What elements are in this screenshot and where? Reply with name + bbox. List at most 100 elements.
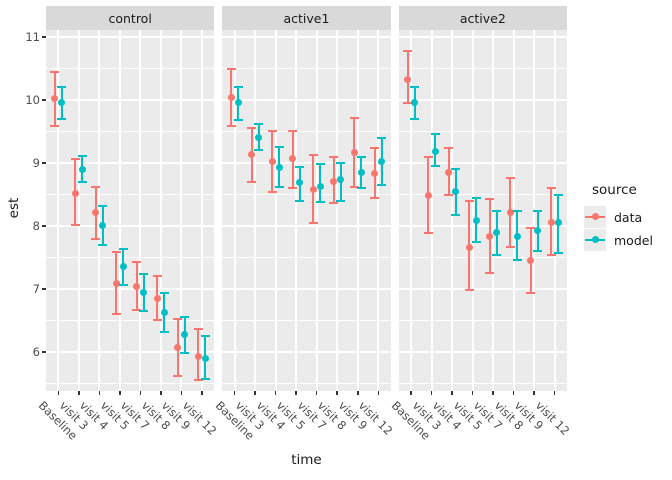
gridline-minor xyxy=(398,193,567,195)
gridline-minor xyxy=(46,67,215,69)
errorbar-cap-bottom xyxy=(288,187,298,190)
point-dot xyxy=(316,183,324,191)
gridline-minor xyxy=(398,130,567,132)
x-tick-mark xyxy=(180,391,183,395)
gridline-major xyxy=(46,35,215,38)
panel-background xyxy=(222,30,391,391)
y-tick-label: 8 xyxy=(32,218,40,233)
gridline-major xyxy=(46,287,215,290)
errorbar-cap-bottom xyxy=(349,185,359,188)
errorbar-cap-top xyxy=(139,273,149,276)
point-dot xyxy=(378,158,386,166)
gridline-vertical xyxy=(139,30,142,391)
x-tick-mark xyxy=(139,391,142,395)
y-tick-label: 11 xyxy=(25,29,40,44)
errorbar-cap-top xyxy=(50,70,60,73)
errorbar-cap-top xyxy=(111,251,121,254)
point-dot xyxy=(431,148,439,156)
gridline-vertical xyxy=(410,30,412,391)
point-dot xyxy=(330,177,338,185)
point-dot xyxy=(99,222,107,230)
errorbar-cap-bottom xyxy=(329,202,339,205)
errorbar-cap-bottom xyxy=(180,352,190,355)
legend-label-data: data xyxy=(614,209,643,225)
gridline-vertical xyxy=(77,30,80,391)
gridline-major xyxy=(46,350,215,353)
errorbar-cap-top xyxy=(505,177,515,180)
point-dot xyxy=(289,155,297,163)
x-axis-title: time xyxy=(291,452,322,468)
errorbar-cap-bottom xyxy=(336,199,346,202)
gridline-vertical xyxy=(200,30,203,391)
point-dot xyxy=(268,158,276,166)
errorbar-cap-top xyxy=(254,122,264,125)
errorbar-cap-bottom xyxy=(254,149,264,152)
errorbar-cap-bottom xyxy=(471,240,481,243)
panel-background xyxy=(46,30,215,391)
gridline-major xyxy=(398,98,567,101)
errorbar-cap-bottom xyxy=(173,374,183,377)
x-tick-mark xyxy=(377,391,380,395)
y-tick-label: 7 xyxy=(32,281,40,296)
legend: source data model xyxy=(584,182,672,252)
x-tick-mark xyxy=(201,391,203,395)
errorbar-cap-top xyxy=(485,198,495,201)
errorbar-cap-bottom xyxy=(118,284,128,287)
gridline-major xyxy=(398,287,567,290)
errorbar-cap-top xyxy=(274,146,284,149)
y-tick-label: 9 xyxy=(32,155,40,170)
gridline-vertical xyxy=(315,30,318,391)
errorbar-cap-bottom xyxy=(139,309,149,312)
errorbar-cap-top xyxy=(295,166,305,169)
errorbar-cap-bottom xyxy=(315,200,325,203)
gridline-minor xyxy=(398,319,567,321)
y-tick-mark xyxy=(42,225,46,227)
errorbar-cap-bottom xyxy=(132,309,142,312)
gridline-major xyxy=(222,98,391,101)
errorbar-cap-top xyxy=(471,197,481,200)
x-tick-mark xyxy=(233,391,236,395)
y-tick-label: 10 xyxy=(25,92,40,107)
point-dot xyxy=(71,190,79,198)
gridline-major xyxy=(46,224,215,227)
point-dot xyxy=(554,219,562,227)
x-tick-mark xyxy=(254,391,256,395)
errorbar-cap-bottom xyxy=(533,249,543,252)
x-tick-mark xyxy=(512,391,515,395)
point-dot xyxy=(350,149,358,157)
errorbar-cap-bottom xyxy=(451,214,461,217)
errorbar-cap-bottom xyxy=(377,183,387,186)
point-dot xyxy=(534,227,542,235)
errorbar-cap-top xyxy=(91,185,101,188)
errorbar-cap-top xyxy=(377,136,387,139)
gridline-major xyxy=(398,350,567,353)
gridline-major xyxy=(398,224,567,227)
point-dot xyxy=(112,280,120,288)
errorbar-cap-top xyxy=(288,130,298,133)
gridline-vertical xyxy=(451,30,454,391)
point-dot xyxy=(248,151,256,159)
gridline-minor xyxy=(222,256,391,258)
gridline-vertical xyxy=(274,30,277,391)
errorbar-cap-bottom xyxy=(526,292,536,295)
legend-key-model xyxy=(584,229,606,251)
x-tick-mark xyxy=(471,391,474,395)
legend-dot-icon xyxy=(591,212,599,220)
x-tick-mark xyxy=(315,391,318,395)
gridline-vertical xyxy=(356,30,359,391)
point-dot xyxy=(357,168,365,176)
gridline-minor xyxy=(222,193,391,195)
errorbar-cap-top xyxy=(57,85,67,88)
gridline-major xyxy=(222,161,391,164)
errorbar-cap-bottom xyxy=(159,330,169,333)
gridline-vertical xyxy=(98,30,101,391)
point-dot xyxy=(78,165,86,173)
gridline-minor xyxy=(46,319,215,321)
y-tick-mark xyxy=(42,288,46,290)
errorbar-cap-top xyxy=(98,205,108,208)
y-axis-title: est xyxy=(6,197,22,219)
legend-key-data xyxy=(584,206,606,228)
point-dot xyxy=(201,354,209,362)
errorbar-cap-top xyxy=(308,153,318,156)
errorbar-cap-top xyxy=(553,194,563,197)
